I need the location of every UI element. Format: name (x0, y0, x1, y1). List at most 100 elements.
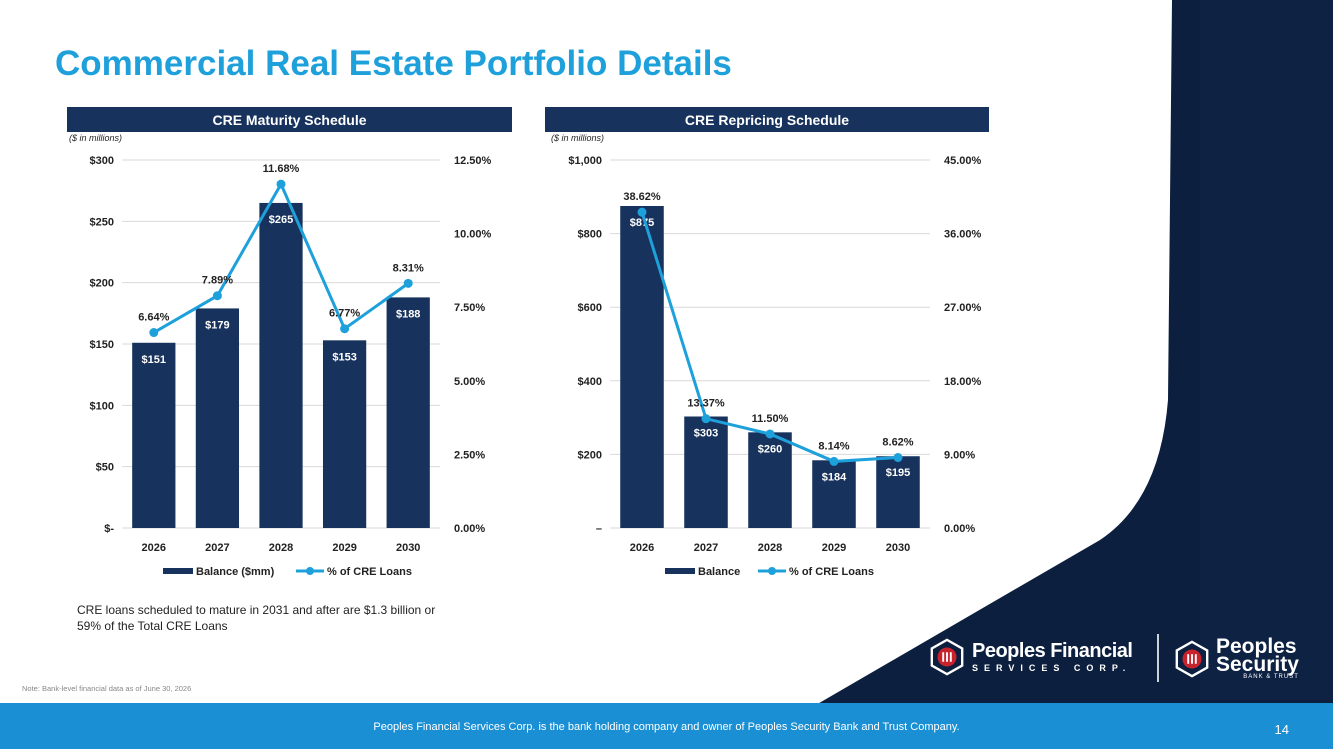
page-number: 14 (1274, 722, 1289, 737)
maturity-line-label: 7.89% (202, 275, 233, 287)
maturity-y2-tick: 10.00% (454, 229, 492, 241)
repricing-bar-label: $260 (758, 443, 782, 455)
maturity-y-tick: $50 (96, 462, 114, 474)
maturity-y-tick: $- (104, 523, 114, 535)
pfsc-logo: Peoples Financial SERVICES CORP. (928, 638, 1133, 676)
maturity-y-tick: $200 (90, 278, 114, 290)
maturity-line-point (340, 324, 350, 334)
repricing-bar (748, 432, 792, 528)
repricing-y-tick: $600 (578, 302, 602, 314)
maturity-legend-bar-label: Balance ($mm) (196, 566, 275, 578)
maturity-x-tick: 2027 (205, 542, 229, 554)
maturity-bar-label: $151 (142, 354, 166, 366)
maturity-chart: $- $50 $100 $150 $200 $250 $300 0.00% 2.50% 5.00%… (90, 155, 492, 578)
maturity-y-tick: $250 (90, 216, 114, 228)
repricing-y2-tick: 27.00% (944, 302, 982, 314)
repricing-line-label: 13.37% (687, 398, 725, 410)
repricing-line-point (893, 453, 903, 463)
maturity-line-label: 6.64% (138, 312, 169, 324)
repricing-bar-label: $195 (886, 467, 910, 479)
footer-text: Peoples Financial Services Corp. is the … (373, 721, 960, 733)
maturity-y-tick: $100 (90, 400, 114, 412)
repricing-legend-bar-swatch (665, 568, 695, 574)
repricing-y-tick: $200 (578, 449, 602, 461)
logo-divider (1157, 634, 1159, 682)
psb-logo-main-1: Peoples (1216, 635, 1297, 658)
psb-logo: Peoples Security BANK & TRUST (1173, 635, 1299, 680)
maturity-bar (195, 308, 240, 528)
repricing-bar-label: $184 (822, 471, 847, 483)
repricing-line-point (701, 414, 711, 424)
maturity-bar (132, 342, 176, 528)
repricing-legend-line-label: % of CRE Loans (789, 566, 874, 578)
maturity-line-label: 11.68% (263, 163, 300, 175)
repricing-bar (876, 456, 920, 528)
maturity-bar-label: $265 (269, 214, 293, 226)
maturity-x-tick: 2030 (396, 542, 420, 554)
repricing-bar-label: $303 (694, 427, 718, 439)
pfsc-logo-sub: SERVICES CORP. (972, 663, 1132, 673)
maturity-line-point (276, 179, 286, 189)
pfsc-logo-main: Peoples Financial (972, 640, 1133, 662)
maturity-line-label: 8.31% (393, 262, 424, 274)
repricing-legend-line-marker (768, 567, 776, 575)
repricing-x-tick: 2029 (822, 542, 846, 554)
repricing-line-label: 8.62% (882, 437, 913, 449)
repricing-y2-tick: 9.00% (944, 449, 975, 461)
maturity-bar-label: $179 (205, 319, 229, 331)
repricing-y-tick: $1,000 (568, 155, 602, 167)
repricing-line-point (637, 207, 647, 217)
repricing-line-point (829, 456, 839, 466)
repricing-chart: – $200 $400 $600 $800 $1,000 0.00% 9.00% 18.00% 2… (568, 155, 982, 578)
repricing-chart-title: CRE Repricing Schedule (545, 107, 989, 132)
page-title: Commercial Real Estate Portfolio Details (55, 44, 732, 83)
repricing-x-tick: 2028 (758, 542, 782, 554)
maturity-note: CRE loans scheduled to mature in 2031 an… (77, 603, 436, 633)
maturity-bar (322, 340, 367, 528)
maturity-y2-tick: 7.50% (454, 302, 485, 314)
maturity-line-point (212, 291, 222, 301)
repricing-y-tick: $800 (578, 229, 602, 241)
maturity-y2-tick: 0.00% (454, 523, 485, 535)
repricing-x-tick: 2026 (630, 542, 654, 554)
repricing-units-note: ($ in millions) (551, 133, 605, 143)
maturity-legend-bar-swatch (163, 568, 193, 574)
repricing-line-label: 11.50% (752, 413, 789, 425)
maturity-line-point (149, 328, 159, 338)
repricing-y2-tick: 0.00% (944, 523, 975, 535)
repricing-x-tick: 2027 (694, 542, 718, 554)
maturity-y2-tick: 5.00% (454, 376, 485, 388)
repricing-line-point (765, 429, 775, 439)
maturity-legend-line-marker (306, 567, 314, 575)
repricing-line-label: 38.62% (623, 191, 661, 203)
psb-logo-main-2: Security (1216, 653, 1299, 676)
repricing-y2-tick: 36.00% (944, 229, 982, 241)
maturity-x-tick: 2029 (332, 542, 356, 554)
repricing-bar (684, 416, 728, 528)
maturity-line-label: 6.77% (329, 308, 360, 320)
maturity-legend-line-label: % of CRE Loans (327, 566, 412, 578)
repricing-y2-tick: 45.00% (944, 155, 982, 167)
pfsc-logo-icon (930, 638, 964, 676)
maturity-y2-tick: 2.50% (454, 449, 485, 461)
repricing-y-tick: – (596, 523, 602, 535)
maturity-line-point (403, 278, 413, 288)
repricing-y2-tick: 18.00% (944, 376, 982, 388)
psb-logo-icon (1175, 640, 1209, 678)
maturity-bar-label: $188 (396, 308, 420, 320)
repricing-bar (620, 206, 664, 528)
repricing-bar (812, 460, 856, 528)
maturity-y-tick: $150 (90, 339, 114, 351)
maturity-chart-title: CRE Maturity Schedule (67, 107, 512, 132)
maturity-units-note: ($ in millions) (69, 133, 123, 143)
maturity-bar (386, 297, 430, 528)
repricing-line-label: 8.14% (818, 440, 849, 452)
repricing-y-tick: $400 (578, 376, 602, 388)
maturity-bar-label: $153 (332, 351, 356, 363)
maturity-y2-tick: 12.50% (454, 155, 492, 167)
repricing-x-tick: 2030 (886, 542, 910, 554)
psb-logo-sub: BANK & TRUST (1243, 674, 1299, 680)
repricing-legend-bar-label: Balance (698, 566, 740, 578)
maturity-bar (259, 202, 303, 528)
